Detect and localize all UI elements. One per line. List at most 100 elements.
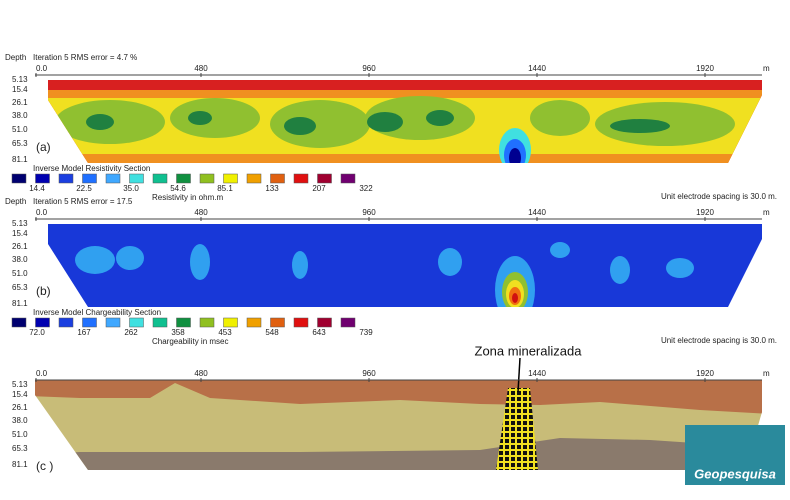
- depth-label: 5.13: [12, 380, 28, 389]
- x-unit: m: [763, 369, 770, 378]
- legend-swatch: [11, 317, 27, 328]
- legend-swatch: [199, 317, 215, 328]
- x-tick-label: 480: [194, 64, 208, 73]
- x-unit: m: [763, 208, 770, 217]
- depth-label: 38.0: [12, 255, 28, 264]
- depth-label: 26.1: [12, 242, 28, 251]
- x-tick-label: 1440: [528, 369, 546, 378]
- legend-swatch: [129, 173, 144, 184]
- legend-value: 207: [312, 184, 326, 193]
- legend-value: 167: [77, 328, 91, 337]
- depth-label: 26.1: [12, 98, 28, 107]
- legend-swatch: [317, 317, 332, 328]
- legend-swatch: [246, 317, 262, 328]
- legend-swatch: [152, 173, 168, 184]
- legend-swatch: [105, 317, 121, 328]
- legend-swatch: [199, 173, 215, 184]
- depth-label: 81.1: [12, 155, 28, 164]
- legend-swatch: [176, 173, 191, 184]
- depth-label: 5.13: [12, 75, 28, 84]
- legend-value: 85.1: [217, 184, 233, 193]
- legend-swatch: [82, 317, 97, 328]
- legend-swatch: [293, 173, 309, 184]
- depth-label: 38.0: [12, 111, 28, 120]
- legend-value: 358: [171, 328, 185, 337]
- depth-label: 15.4: [12, 85, 28, 94]
- depth-label: 51.0: [12, 269, 28, 278]
- x-tick-label: 1440: [528, 208, 546, 217]
- pointer: [517, 357, 521, 393]
- x-tick-label: 1920: [696, 369, 714, 378]
- legend-value: 548: [265, 328, 279, 337]
- depth-label: 65.3: [12, 444, 28, 453]
- resistivity-section: [48, 80, 762, 163]
- legend-swatch: [223, 317, 238, 328]
- legend-swatch: [82, 173, 97, 184]
- legend-value: 262: [124, 328, 138, 337]
- depth-label: 81.1: [12, 299, 28, 308]
- legend-swatch: [11, 173, 27, 184]
- x-tick-label: 960: [362, 64, 376, 73]
- legend-swatch: [35, 317, 50, 328]
- legend-value: 453: [218, 328, 232, 337]
- depth-label: 51.0: [12, 125, 28, 134]
- legend-quantity: Chargeability in msec: [152, 337, 228, 346]
- legend-value: 133: [265, 184, 279, 193]
- x-tick-label: 0.0: [36, 64, 48, 73]
- legend-value: 22.5: [76, 184, 92, 193]
- legend-swatch: [35, 173, 50, 184]
- legend-swatch: [270, 317, 285, 328]
- x-tick-label: 1440: [528, 64, 546, 73]
- legend-value: 35.0: [123, 184, 139, 193]
- legend-swatch: [317, 173, 332, 184]
- panel-label: (a): [36, 140, 51, 154]
- legend-swatch: [246, 173, 262, 184]
- depth-label: 65.3: [12, 283, 28, 292]
- legend-swatch: [105, 173, 121, 184]
- legend-value: 739: [359, 328, 373, 337]
- legend-swatch: [58, 317, 74, 328]
- legend-swatch: [176, 317, 191, 328]
- depth-label: 81.1: [12, 460, 28, 469]
- depth-label: 15.4: [12, 390, 28, 399]
- legend-value: 643: [312, 328, 326, 337]
- legend-swatch: [223, 173, 238, 184]
- iteration-caption: Iteration 5 RMS error = 4.7 %: [33, 53, 137, 62]
- depth-label: 51.0: [12, 430, 28, 439]
- panel-label: (b): [36, 284, 51, 298]
- legend-title: Inverse Model Resistivity Section: [33, 164, 150, 173]
- chargeability-section: [48, 224, 762, 307]
- panel-label: (c ): [36, 459, 53, 473]
- electrode-note: Unit electrode spacing is 30.0 m.: [661, 336, 777, 345]
- legend-swatch: [58, 173, 74, 184]
- x-unit: m: [763, 64, 770, 73]
- x-tick-label: 1920: [696, 208, 714, 217]
- legend-swatch: [129, 317, 144, 328]
- x-tick-label: 960: [362, 369, 376, 378]
- iteration-caption: Iteration 5 RMS error = 17.5: [33, 197, 133, 206]
- x-tick-label: 1920: [696, 64, 714, 73]
- legend-title: Inverse Model Chargeability Section: [33, 308, 161, 317]
- depth-label: 65.3: [12, 139, 28, 148]
- logo-text: Geopesquisa: [694, 466, 776, 481]
- legend-value: 54.6: [170, 184, 186, 193]
- x-tick-label: 0.0: [36, 208, 48, 217]
- depth-label: 15.4: [12, 229, 28, 238]
- geologic-section: [35, 380, 762, 470]
- x-tick-label: 0.0: [36, 369, 48, 378]
- logo-box: [685, 425, 785, 485]
- x-tick-label: 960: [362, 208, 376, 217]
- legend-value: 72.0: [29, 328, 45, 337]
- x-tick-label: 480: [194, 208, 208, 217]
- depth-header: Depth: [5, 197, 26, 206]
- depth-label: 26.1: [12, 403, 28, 412]
- legend-swatch: [152, 317, 168, 328]
- depth-header: Depth: [5, 53, 26, 62]
- legend-swatch: [340, 173, 356, 184]
- depth-label: 38.0: [12, 416, 28, 425]
- legend-swatch: [340, 317, 356, 328]
- legend-value: 322: [359, 184, 373, 193]
- electrode-note: Unit electrode spacing is 30.0 m.: [661, 192, 777, 201]
